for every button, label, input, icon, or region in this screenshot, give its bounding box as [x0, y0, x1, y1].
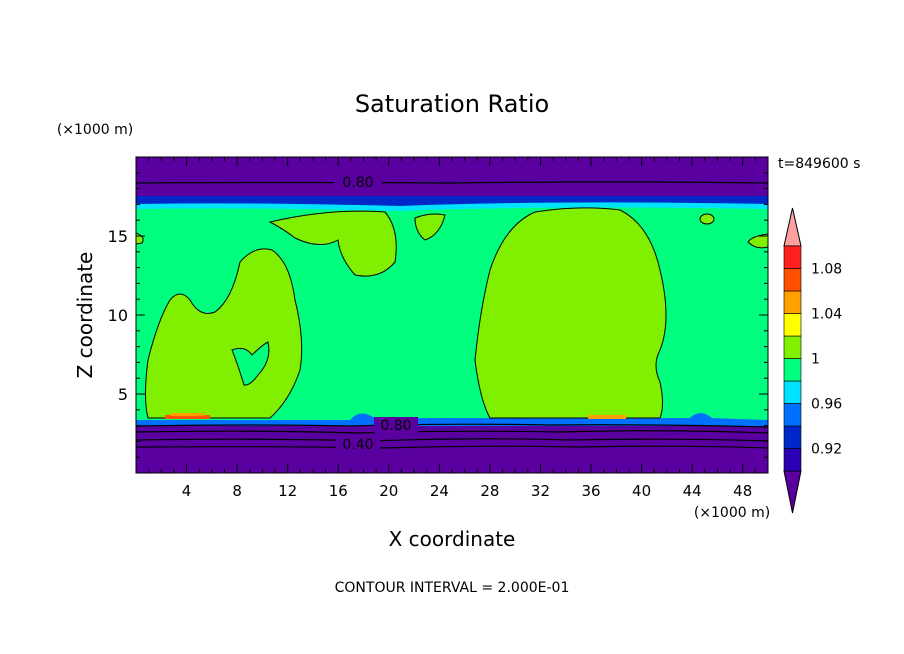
- x-tick-label: 20: [379, 482, 398, 500]
- x-axis-ticks: 4 8 12 16 20 24 28 32 36 40 44 48: [148, 157, 756, 500]
- y-axis-ticks: 5 10 15: [108, 172, 768, 458]
- x-tick-label: 32: [531, 482, 550, 500]
- colorbar-segment: [783, 358, 802, 382]
- colorbar-segment: [783, 313, 802, 337]
- contour-line-lower-1: [136, 423, 768, 428]
- colorbar-segment: [783, 448, 802, 472]
- y-axis-unit: (×1000 m): [57, 122, 133, 138]
- upper-transition-band-cyan: [136, 202, 768, 211]
- x-tick-label: 8: [232, 482, 242, 500]
- contour-label: 0.80: [380, 418, 411, 434]
- contour-label: 0.80: [342, 175, 373, 191]
- contour-label: 0.40: [342, 437, 373, 453]
- colorbar-segment: [783, 268, 802, 292]
- y-tick-label: 5: [118, 385, 128, 404]
- lower-transition-band: [136, 413, 768, 426]
- colorbar-extend-top: [783, 207, 802, 247]
- colorbar: 1.08 1.04 1 0.96 0.92: [783, 207, 842, 514]
- colorbar-segment: [783, 403, 802, 427]
- contour-line-upper: [136, 181, 768, 184]
- plot-area: 0.80 0.80 0.40 4 8 12 16 20 24 28 32 36 40 44 48 51…: [108, 156, 769, 500]
- chart-title: Saturation Ratio: [355, 90, 549, 118]
- x-axis-label: X coordinate: [389, 527, 516, 551]
- colorbar-segment: [783, 245, 802, 269]
- y-axis-label: Z coordinate: [73, 252, 97, 379]
- x-tick-label: 12: [278, 482, 297, 500]
- contour-interval-footer: CONTOUR INTERVAL = 2.000E-01: [335, 580, 570, 596]
- colorbar-tick-label: 1.04: [811, 307, 842, 323]
- contour-line-lower-4: [136, 445, 768, 449]
- warm-spot-right: [588, 415, 626, 419]
- colorbar-segment: [783, 335, 802, 359]
- y-tick-label: 10: [108, 306, 128, 325]
- colorbar-segment: [783, 425, 802, 449]
- contour-line-lower-2: [136, 430, 768, 434]
- x-tick-label: 16: [329, 482, 348, 500]
- warm-spot-left-inner: [170, 413, 205, 416]
- x-tick-label: 24: [430, 482, 449, 500]
- time-label: t=849600 s: [778, 156, 860, 172]
- colorbar-tick-label: 1: [811, 352, 820, 368]
- colorbar-segment: [783, 380, 802, 404]
- colorbar-tick-label: 0.96: [811, 397, 842, 413]
- x-axis-unit: (×1000 m): [694, 505, 770, 521]
- colorbar-tick-label: 1.08: [811, 262, 842, 278]
- x-tick-label: 44: [683, 482, 702, 500]
- blob-left-upper: [268, 210, 397, 277]
- warm-spot-left: [165, 415, 210, 419]
- x-tick-label: 40: [632, 482, 651, 500]
- x-tick-label: 48: [733, 482, 752, 500]
- contour-line-lower-3: [136, 438, 768, 442]
- x-tick-label: 28: [480, 482, 499, 500]
- blob-left-hole: [231, 341, 270, 386]
- colorbar-segment: [783, 290, 802, 314]
- y-tick-label: 15: [108, 227, 128, 246]
- x-tick-label: 36: [581, 482, 600, 500]
- colorbar-tick-label: 0.92: [811, 442, 842, 458]
- x-tick-label: 4: [182, 482, 192, 500]
- blob-left-small: [414, 213, 446, 241]
- lower-dry-layer: [136, 422, 768, 473]
- blob-right-main: [474, 207, 667, 419]
- blob-right-small: [699, 213, 715, 225]
- colorbar-extend-bottom: [783, 470, 802, 514]
- blob-left-main: [145, 248, 303, 419]
